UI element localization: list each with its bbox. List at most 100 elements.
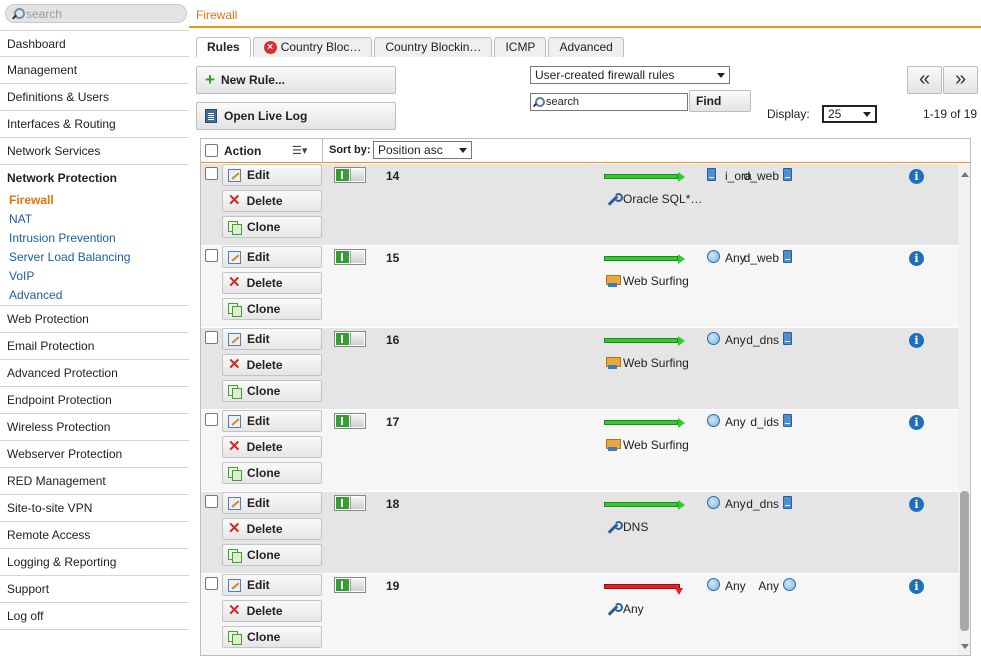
scroll-down-icon[interactable] (961, 644, 969, 649)
edit-button[interactable]: Edit (222, 492, 322, 514)
row-checkbox[interactable] (205, 577, 218, 590)
delete-button[interactable]: ✕ Delete (222, 600, 322, 622)
column-options-icon[interactable]: ☰▾ (292, 145, 308, 157)
clone-label: Clone (247, 220, 281, 234)
tab-country-blocking[interactable]: × Country Bloc… (252, 37, 373, 57)
sidebar-item-web-protection[interactable]: Web Protection (0, 306, 189, 333)
info-icon[interactable]: i (909, 251, 924, 266)
delete-button[interactable]: ✕ Delete (222, 272, 322, 294)
sidebar-item-site-to-site-vpn[interactable]: Site-to-site VPN (0, 495, 189, 522)
clone-button[interactable]: Clone (222, 626, 322, 648)
rule-enabled-toggle[interactable] (334, 413, 366, 429)
table-row: Edit ✕ Delete Clone 17 d_ids Web Surfing Any i (201, 410, 958, 492)
sidebar-item-dashboard[interactable]: Dashboard (0, 30, 189, 57)
allow-arrow-icon (604, 502, 678, 507)
tab-country-blocking-exceptions[interactable]: Country Blockin… (374, 37, 493, 57)
sidebar-subitem-intrusion-prevention[interactable]: Intrusion Prevention (9, 231, 116, 245)
edit-button[interactable]: Edit (222, 246, 322, 268)
clone-button[interactable]: Clone (222, 298, 322, 320)
clone-icon (228, 220, 242, 235)
sidebar-item-remote-access[interactable]: Remote Access (0, 522, 189, 549)
tab-bar: Rules × Country Bloc… Country Blockin… IC… (196, 37, 626, 57)
rule-enabled-toggle[interactable] (334, 577, 366, 593)
table-header: Action ☰▾ Sort by: Position asc (201, 139, 970, 163)
sort-by-select[interactable]: Position asc (373, 141, 472, 159)
sidebar-item-red-management[interactable]: RED Management (0, 468, 189, 495)
sidebar-item-wireless-protection[interactable]: Wireless Protection (0, 414, 189, 441)
sidebar-subitem-firewall[interactable]: Firewall (9, 193, 54, 207)
display-count-value: 25 (828, 107, 842, 121)
sidebar-item-log-off[interactable]: Log off (0, 603, 189, 630)
delete-button[interactable]: ✕ Delete (222, 518, 322, 540)
clone-icon (228, 548, 242, 563)
row-checkbox[interactable] (205, 413, 218, 426)
clone-button[interactable]: Clone (222, 216, 322, 238)
delete-label: Delete (246, 276, 283, 290)
tab-advanced[interactable]: Advanced (548, 37, 624, 57)
row-checkbox[interactable] (205, 495, 218, 508)
select-all-checkbox[interactable] (205, 144, 218, 157)
sidebar-item-email-protection[interactable]: Email Protection (0, 333, 189, 360)
row-checkbox[interactable] (205, 167, 218, 180)
server-icon (783, 414, 792, 427)
edit-button[interactable]: Edit (222, 410, 322, 432)
rule-search-input[interactable]: search (530, 93, 688, 111)
scroll-up-icon[interactable] (961, 172, 969, 177)
info-icon[interactable]: i (909, 579, 924, 594)
sidebar-item-support[interactable]: Support (0, 576, 189, 603)
tab-label: Advanced (559, 40, 613, 54)
info-icon[interactable]: i (909, 497, 924, 512)
sidebar-subitem-voip[interactable]: VoIP (9, 269, 35, 283)
clone-button[interactable]: Clone (222, 380, 322, 402)
info-icon[interactable]: i (909, 333, 924, 348)
display-count-select[interactable]: 25 (822, 105, 877, 123)
sidebar-item-endpoint-protection[interactable]: Endpoint Protection (0, 387, 189, 414)
delete-button[interactable]: ✕ Delete (222, 190, 322, 212)
toggle-knob (350, 251, 364, 263)
edit-button[interactable]: Edit (222, 164, 322, 186)
row-checkbox[interactable] (205, 331, 218, 344)
sidebar-subitem-server-load-balancing[interactable]: Server Load Balancing (9, 250, 131, 264)
new-rule-button[interactable]: + New Rule... (196, 66, 396, 94)
scroll-thumb[interactable] (960, 491, 969, 631)
find-button[interactable]: Find (689, 90, 751, 112)
edit-button[interactable]: Edit (222, 328, 322, 350)
clone-button[interactable]: Clone (222, 544, 322, 566)
rule-enabled-toggle[interactable] (334, 495, 366, 511)
sidebar-search-input[interactable]: search (5, 4, 187, 23)
sidebar-subitem-nat[interactable]: NAT (9, 212, 33, 226)
info-icon[interactable]: i (909, 169, 924, 184)
clone-button[interactable]: Clone (222, 462, 322, 484)
previous-page-button[interactable]: « (907, 66, 942, 94)
tab-icmp[interactable]: ICMP (494, 37, 547, 57)
row-checkbox[interactable] (205, 249, 218, 262)
sort-by-value: Position asc (378, 143, 443, 157)
rule-enabled-toggle[interactable] (334, 331, 366, 347)
sidebar-subitem-advanced[interactable]: Advanced (9, 288, 63, 302)
open-live-log-button[interactable]: Open Live Log (196, 102, 396, 130)
delete-button[interactable]: ✕ Delete (222, 354, 322, 376)
table-body: Edit ✕ Delete Clone 14 d_web Oracle SQL*… i_ora… (201, 164, 958, 655)
sidebar-item-webserver-protection[interactable]: Webserver Protection (0, 441, 189, 468)
sidebar-item-logging-and-reporting[interactable]: Logging & Reporting (0, 549, 189, 576)
service-icon (606, 521, 623, 534)
sidebar-item-interfaces-and-routing[interactable]: Interfaces & Routing (0, 111, 189, 138)
table-scrollbar[interactable] (958, 164, 970, 655)
sidebar-item-management[interactable]: Management (0, 57, 189, 84)
delete-button[interactable]: ✕ Delete (222, 436, 322, 458)
sidebar-item-network-services[interactable]: Network Services (0, 138, 189, 165)
info-icon[interactable]: i (909, 415, 924, 430)
sidebar-item-advanced-protection[interactable]: Advanced Protection (0, 360, 189, 387)
tab-rules[interactable]: Rules (196, 37, 251, 57)
rule-enabled-toggle[interactable] (334, 167, 366, 183)
rule-filter-select[interactable]: User-created firewall rules (530, 66, 730, 84)
sidebar-item-definitions-and-users[interactable]: Definitions & Users (0, 84, 189, 111)
next-page-button[interactable]: » (943, 66, 978, 94)
sort-by-label: Sort by: (329, 144, 371, 156)
edit-button[interactable]: Edit (222, 574, 322, 596)
rule-enabled-toggle[interactable] (334, 249, 366, 265)
sidebar-item-network-protection[interactable]: Network Protection (7, 171, 118, 185)
edit-label: Edit (247, 250, 270, 264)
delete-icon: ✕ (228, 274, 241, 291)
clone-label: Clone (247, 466, 281, 480)
